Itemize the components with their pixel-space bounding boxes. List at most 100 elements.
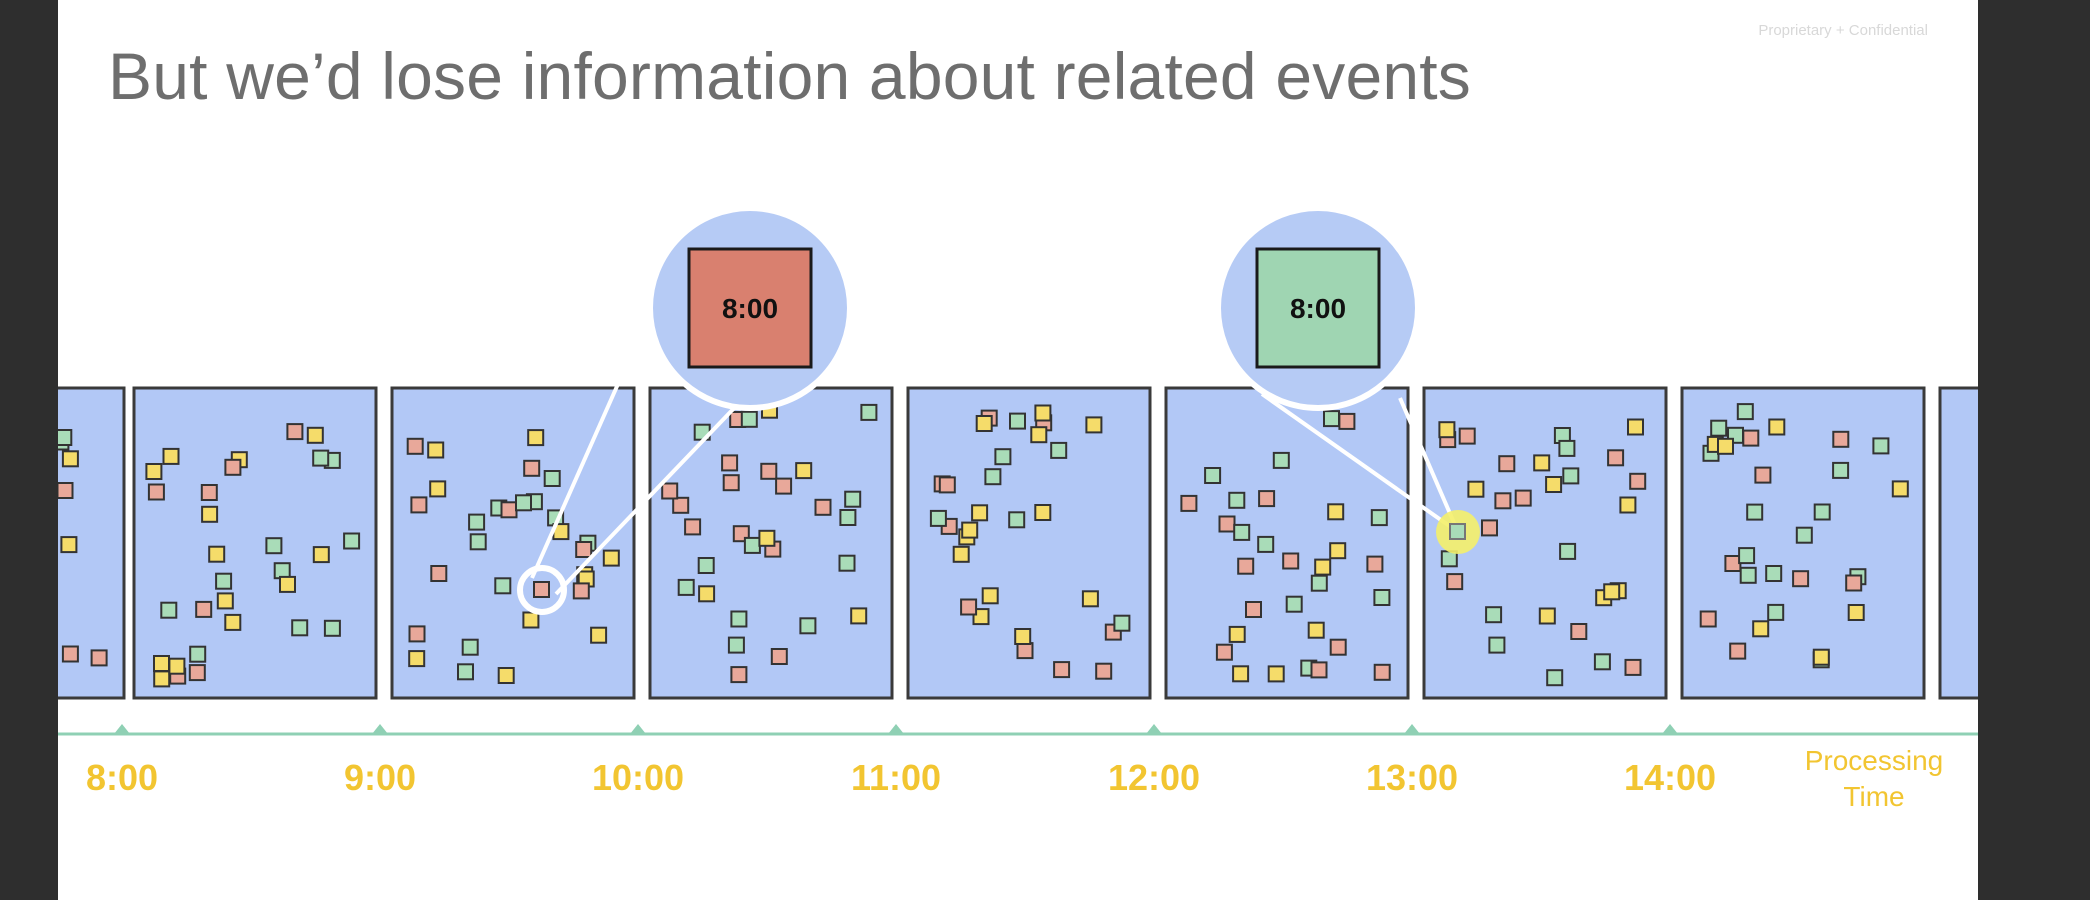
event-red	[410, 496, 428, 514]
callout-green: 8:00	[1215, 205, 1421, 411]
event-red	[224, 458, 242, 476]
event-red	[1699, 610, 1717, 628]
event-red	[1498, 455, 1516, 473]
event-red	[770, 648, 788, 665]
event-red	[1310, 661, 1328, 679]
axis-title: Processing Time	[1805, 745, 1944, 812]
event-red	[1245, 601, 1262, 618]
event-red	[195, 600, 213, 618]
event-red	[1373, 663, 1391, 681]
window-box	[1164, 386, 1410, 700]
event-green	[1738, 547, 1756, 565]
callout-event-square	[1255, 247, 1381, 369]
event-red	[408, 625, 426, 643]
event-yellow	[1538, 607, 1556, 625]
event-red	[1016, 642, 1034, 660]
connector-line	[1260, 392, 1460, 534]
event-red	[1258, 490, 1276, 508]
callout-event-square	[687, 247, 813, 369]
event-red	[684, 518, 702, 536]
processing-time-diagram: 8:00 8:00 8:00 9:00 10:00 11:00 12:00 13:00 14:…	[58, 205, 1978, 812]
event-green	[312, 449, 330, 467]
event-red	[1570, 623, 1588, 640]
event-yellow	[61, 450, 79, 468]
tick-label: 12:00	[1108, 757, 1200, 798]
event-green	[1558, 439, 1576, 457]
event-red	[575, 541, 593, 558]
event-yellow	[60, 536, 78, 554]
event-yellow	[312, 546, 330, 564]
window-partial-left	[58, 386, 126, 700]
event-yellow	[1232, 665, 1250, 683]
event-red	[1446, 573, 1464, 591]
event-red	[775, 477, 793, 495]
window-partial-right	[1938, 386, 1978, 700]
event-yellow	[1327, 503, 1345, 521]
confidential-label: Proprietary + Confidential	[1758, 22, 1928, 39]
event-yellow	[1034, 404, 1052, 422]
event-red	[1792, 570, 1810, 588]
event-red	[672, 496, 690, 514]
event-yellow	[201, 505, 219, 523]
event-yellow	[590, 626, 608, 644]
tick-mark	[888, 724, 904, 734]
event-red	[430, 565, 448, 582]
event-green	[189, 645, 207, 663]
event-red	[721, 454, 739, 472]
event-yellow	[522, 611, 540, 629]
event-red	[730, 666, 748, 684]
event-red	[1215, 643, 1233, 661]
event-yellow	[1081, 590, 1099, 608]
event-green	[1485, 606, 1503, 624]
event-red	[1458, 427, 1476, 445]
event-green	[494, 577, 512, 595]
event-red	[90, 649, 108, 667]
slide: Proprietary + Confidential But we’d lose…	[58, 0, 1978, 900]
event-green	[1204, 467, 1222, 484]
event-red	[1282, 552, 1300, 570]
event-yellow	[972, 608, 990, 626]
event-yellow	[1545, 476, 1563, 493]
event-yellow	[1768, 418, 1786, 436]
event-yellow	[1267, 665, 1285, 683]
tick-label: 14:00	[1624, 757, 1716, 798]
event-green	[1370, 509, 1388, 527]
event-red	[814, 498, 832, 516]
event-yellow	[1014, 628, 1032, 645]
window-1100	[906, 386, 1152, 700]
event-red	[1832, 430, 1850, 448]
event-green	[799, 617, 817, 635]
event-green	[160, 601, 178, 619]
event-green	[457, 663, 474, 681]
event-yellow	[1847, 604, 1865, 621]
event-red	[1481, 519, 1498, 537]
event-green	[1813, 503, 1831, 521]
event-red	[960, 598, 978, 616]
event-yellow	[975, 415, 993, 432]
event-yellow	[427, 441, 445, 459]
event-red	[200, 484, 218, 501]
event-red	[1237, 557, 1255, 575]
event-red	[58, 482, 74, 499]
event-green	[1739, 566, 1757, 584]
event-red	[286, 423, 304, 441]
event-yellow	[1329, 542, 1347, 560]
event-yellow	[1085, 416, 1103, 434]
event-red	[1754, 466, 1772, 484]
event-green	[265, 537, 283, 555]
event-yellow	[961, 521, 979, 539]
event-red	[1095, 662, 1113, 680]
event-yellow	[1030, 426, 1048, 444]
event-green	[1710, 419, 1728, 437]
event-green	[1546, 669, 1564, 687]
event-green	[1272, 451, 1290, 469]
event-yellow	[1717, 437, 1734, 455]
event-red	[1742, 429, 1760, 447]
selected-event	[1449, 523, 1466, 540]
event-green	[727, 636, 745, 654]
tick-label: 9:00	[344, 757, 416, 798]
event-red	[406, 437, 424, 455]
event-yellow	[1314, 558, 1332, 576]
windows-layer	[58, 386, 1978, 700]
event-yellow	[1228, 625, 1246, 643]
